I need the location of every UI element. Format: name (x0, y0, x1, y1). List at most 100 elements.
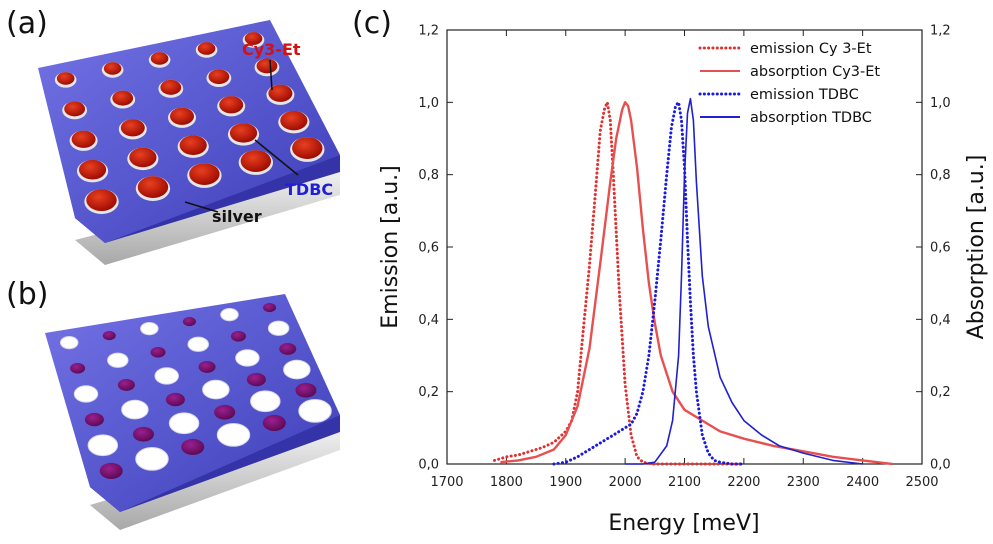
spectra-chart: 1700 1800 1900 2000 2100 2200 2300 2400 2500 0,0… (378, 24, 989, 537)
cy3-dot (244, 32, 263, 45)
tdbc-pointer-line (254, 139, 299, 176)
hole (216, 423, 251, 447)
dye-dot (165, 392, 185, 407)
dye-dot (182, 317, 196, 327)
label-silver: silver (212, 207, 262, 226)
cy3-dot (137, 176, 169, 199)
y-tick-label: 0,2 (418, 385, 439, 400)
cy3-dot (112, 90, 134, 106)
hole (283, 359, 311, 380)
silver-pointer-line (184, 201, 219, 213)
x-tick-label: 2000 (609, 475, 642, 490)
hole (59, 335, 79, 350)
hole (267, 320, 290, 336)
hole (73, 385, 99, 403)
hole (187, 336, 209, 352)
tdbc-top-surface-b (45, 294, 340, 512)
dye-dot (84, 412, 104, 427)
y2-tick-label: 0,2 (930, 385, 951, 400)
hole (87, 434, 119, 457)
cy3-dot (56, 72, 75, 85)
cy3-dot (120, 119, 145, 137)
dye-dot (230, 331, 246, 342)
hole (298, 399, 332, 423)
cy3-dot (256, 58, 278, 74)
y2-tick-label: 0,4 (930, 313, 951, 328)
y2-tick-label: 1,2 (930, 24, 951, 39)
y-tick-label: 0,6 (418, 241, 439, 256)
cy3-dot (71, 130, 96, 148)
dye-dot (132, 426, 154, 442)
cy3-dot (229, 123, 258, 143)
cy3-pointer-line (269, 59, 273, 91)
dye-dot (198, 360, 216, 373)
y2-tick-label: 0,0 (930, 458, 951, 473)
series-lines (493, 97, 893, 466)
series-line-1 (500, 101, 893, 466)
cy3-dot (150, 52, 169, 65)
y2-axis-ticks: 0,0 0,2 0,4 0,6 0,8 1,0 1,2 (916, 24, 951, 473)
x-tick-label: 2100 (668, 475, 701, 490)
cy3-dot (160, 79, 182, 95)
label-tdbc: TDBC (285, 180, 333, 199)
cy3-dot (179, 135, 207, 155)
dye-dot (246, 372, 266, 387)
y-tick-label: 1,2 (418, 24, 439, 39)
cy3-dot (78, 159, 107, 180)
scene-b-illustration (45, 294, 340, 530)
scene-a-illustration: Cy3-Et TDBC silver (38, 20, 340, 265)
legend-label: absorption TDBC (750, 110, 872, 126)
hole (135, 447, 169, 471)
hole (250, 390, 281, 413)
dye-dot (263, 303, 277, 313)
cy3-dot (208, 69, 230, 85)
panel-label-a: (a) (6, 6, 48, 41)
hole (154, 367, 179, 385)
y-tick-label: 0,0 (418, 458, 439, 473)
dye-dot (102, 331, 116, 341)
chart-legend: emission Cy 3-Et absorption Cy3-Et emissio… (698, 41, 880, 126)
series-line-0 (493, 100, 746, 466)
x-tick-label: 2400 (846, 475, 879, 490)
x-axis-title: Energy [meV] (608, 511, 759, 536)
x-tick-label: 2500 (905, 475, 938, 490)
silver-base-side-b (90, 430, 340, 530)
panel-label-b: (b) (6, 277, 48, 312)
panel-label-c: (c) (352, 6, 392, 41)
cy3-dot (64, 101, 86, 117)
series-line-3 (625, 97, 863, 465)
y2-tick-label: 1,0 (930, 96, 951, 111)
dye-dot (262, 414, 286, 431)
hole (235, 349, 260, 367)
cy3-dot (103, 62, 122, 75)
y-axis-title: Emission [a.u.] (378, 165, 403, 328)
dye-dot (181, 438, 205, 455)
cy3-dot (240, 150, 272, 172)
y2-tick-label: 0,6 (930, 241, 951, 256)
cy3-dot (280, 110, 308, 131)
cy3-dot (268, 84, 293, 102)
hole (220, 307, 239, 322)
cy3-dot (129, 147, 157, 168)
dye-dot (279, 342, 297, 355)
hole (107, 352, 129, 368)
cy3-dot (292, 137, 323, 159)
dye-dot (70, 363, 86, 374)
y-tick-label: 0,8 (418, 168, 439, 183)
cy3-dot (219, 96, 244, 114)
x-tick-label: 2200 (727, 475, 760, 490)
y2-tick-label: 0,8 (930, 168, 951, 183)
legend-label: emission TDBC (750, 87, 859, 103)
hole-dye-grid (59, 303, 332, 479)
dye-dot (99, 462, 123, 479)
hole (140, 321, 159, 336)
cy3-dot (86, 189, 117, 212)
cy3-dot-grid (54, 32, 325, 214)
x-tick-label: 1800 (490, 475, 523, 490)
hole (121, 399, 149, 420)
legend-label: emission Cy 3-Et (750, 41, 872, 57)
label-cy3-et: Cy3-Et (242, 40, 301, 59)
dye-dot (295, 382, 317, 398)
hole (168, 412, 200, 435)
y-axis-ticks: 0,0 0,2 0,4 0,6 0,8 1,0 1,2 (418, 24, 453, 473)
